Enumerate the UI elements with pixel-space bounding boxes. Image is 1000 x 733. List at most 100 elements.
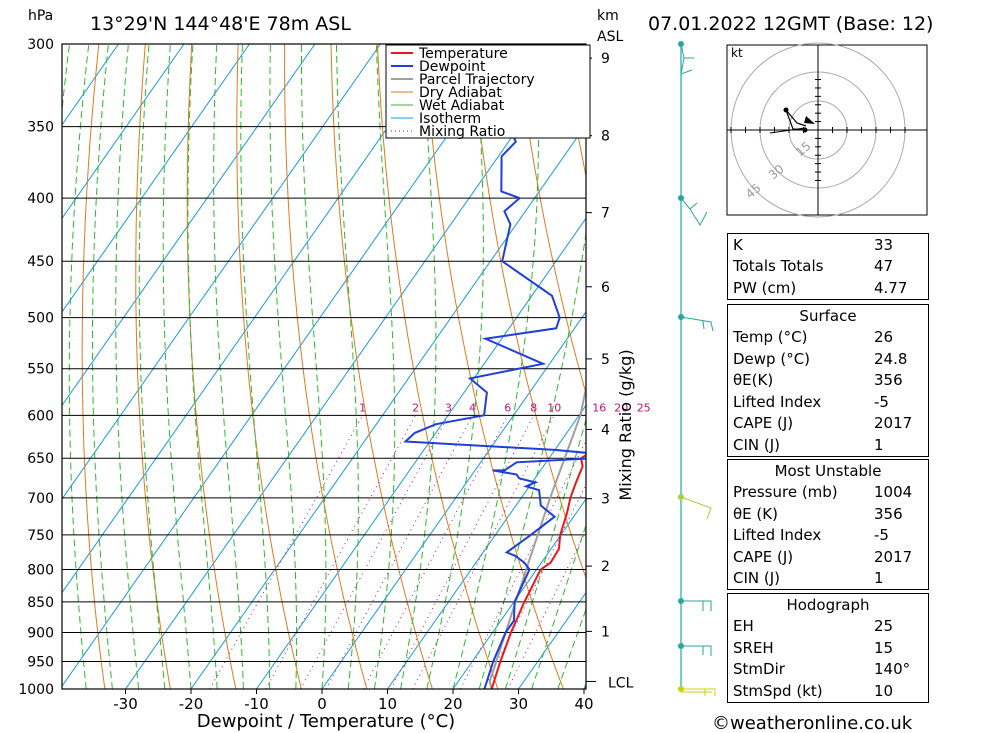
hodograph-unit: kt (731, 46, 743, 60)
wind-level-dot (678, 643, 684, 649)
x-tick-label: 30 (509, 695, 528, 713)
wind-level-dot (678, 314, 684, 320)
km-tick-label: 6 (601, 280, 610, 296)
index-row-k: K 33 (728, 234, 928, 256)
hodograph-table-label: StmDir (733, 660, 785, 679)
isotherm-line (190, 123, 586, 689)
index-value: 47 (874, 257, 894, 276)
hodograph-table-row: EH 25 (728, 616, 928, 638)
x-tick-label: -10 (244, 695, 269, 713)
surface-label: CIN (J) (733, 435, 781, 454)
lcl-label: LCL (608, 675, 634, 691)
pressure-tick-label: 450 (27, 254, 54, 270)
wet-adiabat-line (478, 229, 586, 689)
wind-level-dot (678, 598, 684, 604)
surface-row: CAPE (J) 2017 (728, 413, 928, 435)
legend-mixing-ratio: Mixing Ratio (419, 124, 505, 140)
legend-parcel: Parcel Trajectory (419, 72, 535, 88)
dry-adiabat-line (284, 44, 368, 689)
dry-adiabat-line (423, 44, 564, 689)
isotherm-line (387, 404, 586, 689)
dry-adiabat-line (81, 44, 106, 689)
isotherm-line (62, 44, 185, 220)
hodograph-trace (769, 127, 806, 134)
surface-label: θE(K) (733, 371, 774, 390)
index-label: Totals Totals (733, 257, 824, 276)
wet-adiabat-line (162, 44, 192, 689)
most-unstable-row: Lifted Index -5 (728, 525, 928, 547)
pressure-tick-label: 600 (27, 408, 54, 424)
pressure-tick-label: 550 (27, 362, 54, 378)
surface-row: Lifted Index -5 (728, 391, 928, 413)
wind-barb (681, 688, 716, 696)
dry-adiabat-line (236, 44, 302, 689)
temperature-line (490, 454, 586, 689)
mixing-ratio-label: 10 (547, 401, 561, 414)
wet-adiabat-line (531, 523, 586, 689)
mixing-ratio-label: 2 (412, 401, 419, 414)
surface-panel: Surface Temp (°C) 26 Dewp (°C) 24.8 θE(K) 3… (727, 304, 929, 457)
hpa-unit-label: hPa (28, 8, 53, 24)
asl-unit-label: ASL (597, 29, 623, 45)
wind-level-dot (678, 494, 684, 500)
mixing-ratio-label: 25 (637, 401, 651, 414)
pressure-tick-label: 650 (27, 451, 54, 467)
km-tick-label: 4 (601, 422, 610, 438)
surface-row: Temp (°C) 26 (728, 327, 928, 349)
most-unstable-value: 1 (874, 569, 884, 588)
hodograph: kt 15 30 45 (726, 42, 928, 218)
location-title: 13°29'N 144°48'E 78m ASL (90, 13, 351, 35)
mixing-ratio-label: 4 (469, 401, 476, 414)
surface-label: Dewp (°C) (733, 349, 811, 368)
dewpoint-line (403, 44, 586, 689)
isotherm-line (452, 498, 586, 689)
mixing-ratio-line (390, 415, 535, 689)
dry-adiabat-line (516, 44, 586, 396)
km-unit-label: km (597, 8, 619, 24)
most-unstable-label: Pressure (mb) (733, 483, 838, 502)
wind-barb (680, 496, 712, 520)
x-tick-label: -20 (179, 695, 204, 713)
x-tick-label: 40 (574, 695, 593, 713)
sounding-curves (403, 44, 586, 689)
copyright: ©weatheronline.co.uk (712, 713, 913, 733)
pressure-tick-label: 1000 (18, 682, 54, 698)
isotherm-line (62, 44, 512, 688)
most-unstable-row: θE (K) 356 (728, 503, 928, 525)
km-tick-label: 8 (601, 129, 610, 145)
isotherm-line (62, 44, 119, 126)
x-axis-title: Dewpoint / Temperature (°C) (197, 711, 455, 732)
most-unstable-row: Pressure (mb) 1004 (728, 482, 928, 504)
most-unstable-label: CIN (J) (733, 569, 781, 588)
hodograph-table-value: 25 (874, 617, 894, 636)
hodograph-point (802, 127, 808, 133)
index-label: K (733, 235, 743, 254)
most-unstable-value: 356 (874, 504, 903, 523)
most-unstable-label: Lifted Index (733, 526, 822, 545)
wet-adiabat-line (400, 44, 437, 689)
hodograph-point (783, 107, 789, 113)
surface-row: Dewp (°C) 24.8 (728, 348, 928, 370)
wet-adiabat-line (373, 44, 396, 689)
mixing-ratio-axis-title: Mixing Ratio (g/kg) (616, 349, 635, 500)
x-tick-label: 20 (443, 695, 462, 713)
legend-isotherm: Isotherm (419, 111, 481, 127)
plot-frame (61, 43, 587, 690)
surface-value: 24.8 (874, 349, 908, 368)
surface-value: -5 (874, 392, 889, 411)
pressure-tick-label: 750 (27, 528, 54, 544)
isotherm-line (62, 44, 381, 500)
most-unstable-value: 1004 (874, 483, 913, 502)
hodograph-table-value: 15 (874, 638, 894, 657)
most-unstable-value: 2017 (874, 547, 913, 566)
mixing-ratio-line (325, 415, 474, 689)
most-unstable-value: -5 (874, 526, 889, 545)
axis-labels: 1 2 3 4 6 8 10 16 20 2530035040045050055060065070… (18, 37, 650, 713)
isotherm-line (256, 217, 586, 689)
wind-level-dot (678, 686, 684, 692)
most-unstable-row: CIN (J) 1 (728, 568, 928, 590)
hodograph-table-row: StmDir 140° (728, 659, 928, 681)
surface-row: θE(K) 356 (728, 370, 928, 392)
km-tick-label: 3 (601, 492, 610, 508)
